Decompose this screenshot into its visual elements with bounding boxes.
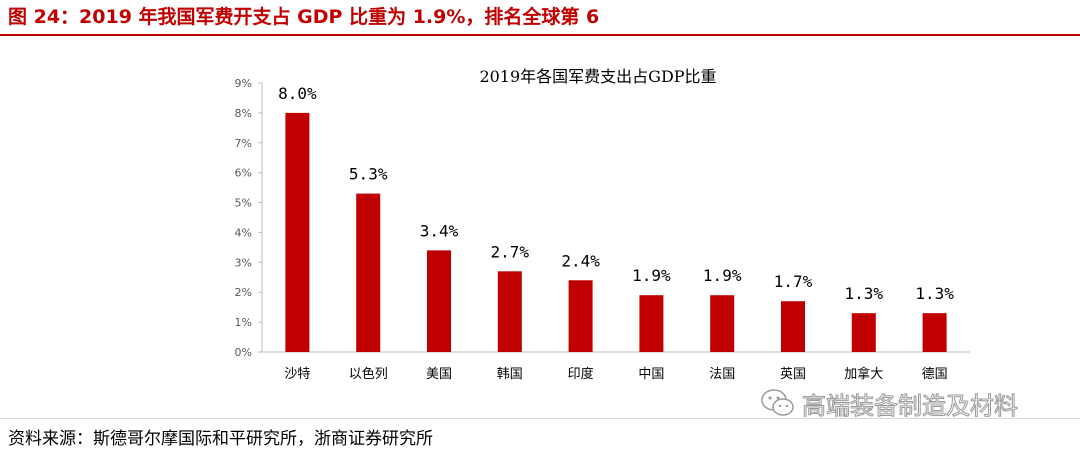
data-label: 1.3% — [915, 284, 954, 303]
x-tick-label: 英国 — [780, 367, 806, 382]
y-tick-label: 3% — [235, 256, 252, 269]
bar — [568, 280, 593, 352]
y-tick-label: 4% — [235, 226, 252, 239]
x-tick-label: 加拿大 — [844, 366, 883, 382]
x-tick-label: 美国 — [426, 367, 452, 382]
data-label: 5.3% — [349, 165, 388, 184]
bar — [639, 295, 664, 352]
watermark: 高端装备制造及材料 — [760, 386, 1019, 420]
chart-title: 2019年各国军费支出占GDP比重 — [479, 67, 716, 86]
footer-rule — [0, 418, 1080, 419]
data-label: 1.3% — [845, 284, 884, 303]
y-tick-label: 5% — [235, 197, 252, 210]
x-tick-label: 法国 — [709, 367, 735, 382]
data-label: 1.9% — [703, 266, 742, 285]
bar — [285, 112, 310, 352]
y-tick-label: 0% — [235, 346, 252, 359]
bar — [922, 313, 947, 352]
bar — [356, 193, 381, 352]
data-label: 3.4% — [420, 221, 459, 240]
figure-title: 图 24：2019 年我国军费开支占 GDP 比重为 1.9%，排名全球第 6 — [8, 6, 600, 28]
y-ticks: 0% 1% 2% 3% 4% 5% 6% 7% 8% 9% — [235, 77, 262, 359]
data-label: 1.9% — [632, 266, 671, 285]
wechat-icon — [761, 389, 794, 416]
x-tick-label: 沙特 — [284, 367, 310, 382]
data-label: 8.0% — [278, 84, 317, 103]
x-tick-label: 印度 — [568, 366, 594, 382]
y-tick-label: 7% — [235, 137, 252, 150]
y-tick-label: 6% — [235, 167, 252, 180]
source-note: 资料来源：斯德哥尔摩国际和平研究所，浙商证券研究所 — [8, 429, 433, 449]
bar — [497, 271, 522, 352]
x-tick-labels: 沙特 以色列 美国 韩国 印度 中国 法国 英国 加拿大 德国 — [284, 366, 947, 382]
watermark-text: 高端装备制造及材料 — [802, 391, 1019, 420]
y-tick-label: 1% — [235, 316, 252, 329]
bar — [781, 301, 805, 352]
x-tick-label: 以色列 — [349, 366, 388, 382]
bar-chart: 2019年各国军费支出占GDP比重 0% 1% 2% 3% 4% 5% 6% 7% 8% 9% 8… — [235, 67, 970, 382]
bars: 8.0% 5.3% 3.4% 2.7% 2.4% 1.9% 1.9% 1.7% 1.3% 1.3% — [278, 84, 954, 352]
y-tick-label: 9% — [235, 77, 252, 90]
bar — [427, 250, 451, 352]
data-label: 2.4% — [561, 251, 600, 270]
y-tick-label: 8% — [235, 107, 252, 120]
data-label: 2.7% — [491, 242, 530, 261]
x-tick-label: 韩国 — [497, 367, 523, 382]
bar — [710, 295, 735, 352]
x-tick-label: 中国 — [638, 367, 664, 382]
data-label: 1.7% — [774, 272, 813, 291]
title-rule — [0, 34, 1080, 36]
x-tick-label: 德国 — [922, 367, 948, 382]
y-tick-label: 2% — [235, 286, 252, 299]
bar — [851, 313, 876, 352]
